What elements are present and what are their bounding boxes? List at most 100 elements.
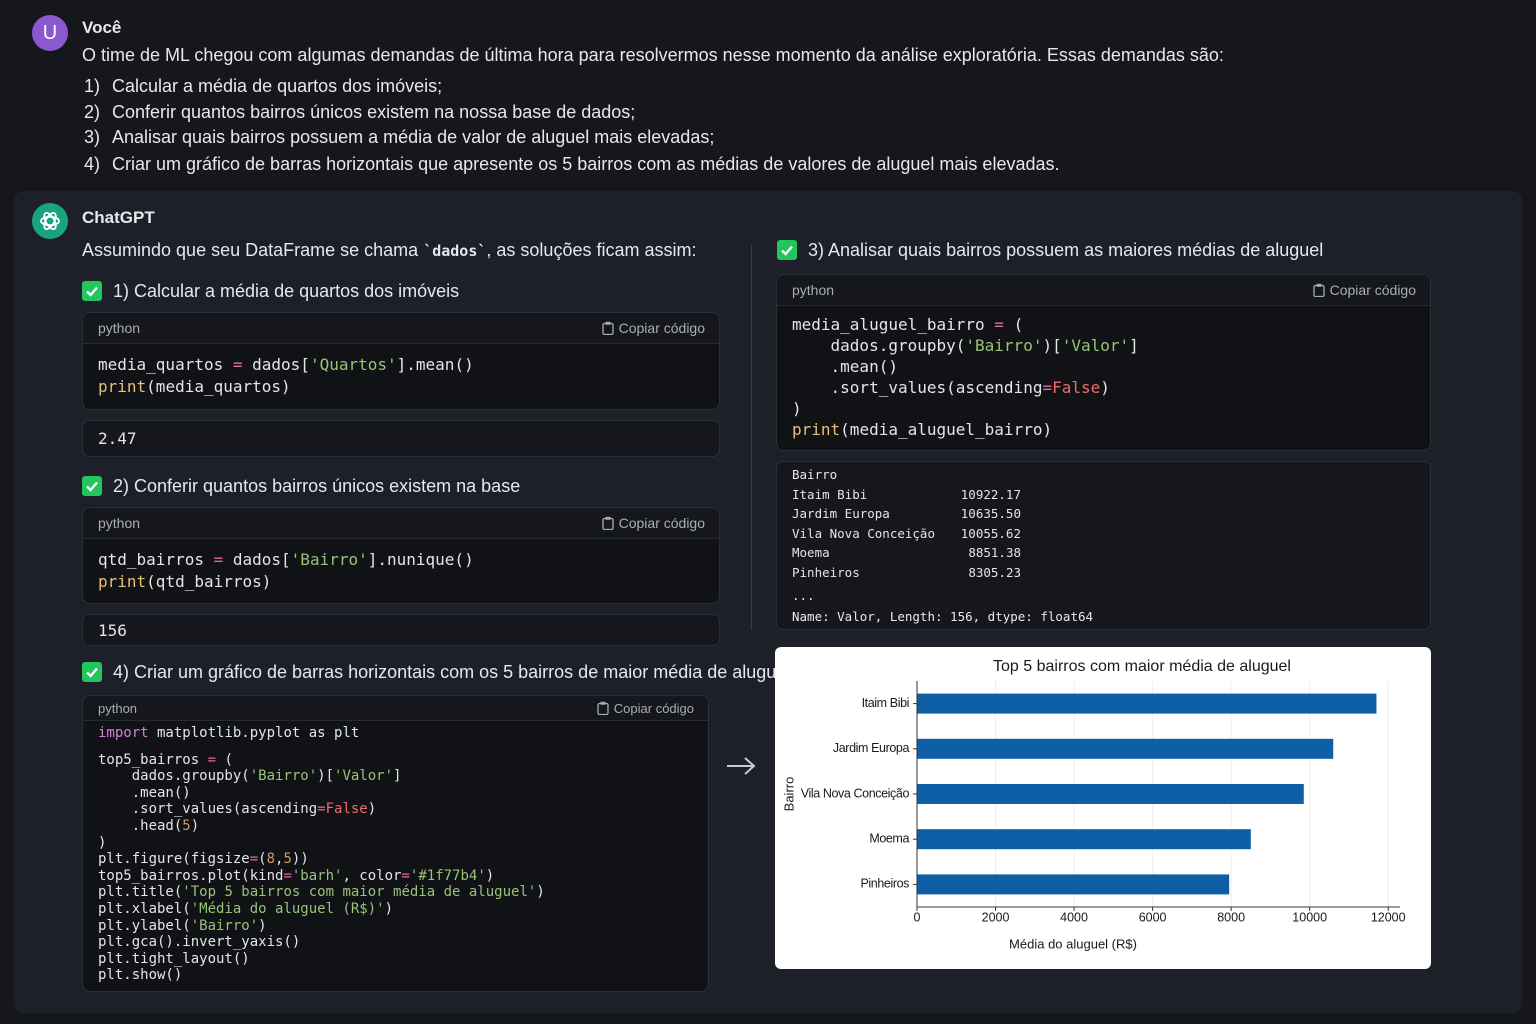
checkbox <box>82 476 102 496</box>
x-tick-label: 0 <box>914 910 921 924</box>
chart-title: Top 5 bairros com maior média de aluguel <box>993 658 1291 675</box>
y-tick-label: Itaim Bibi <box>862 696 909 710</box>
output-table: Itaim Bibi 10922.17 Jardim Europa 10635.50 V… <box>792 485 1415 583</box>
section-title: 1) Calcular a média de quartos dos imóve… <box>113 281 460 301</box>
code-header: python Copiar código <box>83 696 708 721</box>
code-paragraph: media_quartos = dados['Quartos'].mean() p… <box>98 354 704 398</box>
code-line: .sort_values(ascending=False) <box>98 801 377 818</box>
assistant-logo <box>32 203 68 239</box>
intro-text: Assumindo que seu DataFrame se chama <box>82 240 419 260</box>
code-line: .mean() <box>792 357 898 376</box>
output-text: 2.47 <box>98 429 137 448</box>
code-line: media_quartos = dados['Quartos'].mean() <box>98 355 474 374</box>
code-line: plt.title('Top 5 bairros com maior média… <box>98 884 545 901</box>
output-name: Moema <box>792 545 830 561</box>
code-language: python <box>98 320 141 336</box>
output-box: 2.47 <box>82 420 720 457</box>
bar <box>917 874 1230 895</box>
output-box: Bairro Itaim Bibi 10922.17 Jardim Europa 106… <box>776 461 1431 630</box>
code-body: media_aluguel_bairro = ( dados.groupby('… <box>777 306 1430 450</box>
code-line: plt.xlabel('Média do aluguel (R$)') <box>98 900 394 917</box>
output-value: 8305.23 <box>968 564 1021 580</box>
user-message: O time de ML chegou com algumas demandas… <box>82 45 1224 65</box>
output-name: Jardim Europa <box>792 506 890 522</box>
output-value: 10922.17 <box>960 486 1021 502</box>
chart-panel: Top 5 bairros com maior média de aluguel… <box>775 647 1431 969</box>
assistant-intro: Assumindo que seu DataFrame se chama `da… <box>82 239 696 262</box>
code-line: plt.ylabel('Bairro') <box>98 917 267 934</box>
copy-label: Copiar código <box>613 700 694 716</box>
item-number: 3) <box>84 127 101 147</box>
code-paragraph: qtd_bairros = dados['Bairro'].nunique() p… <box>98 549 704 593</box>
code-language: python <box>98 515 141 531</box>
user-avatar: U <box>32 15 68 51</box>
arrow <box>727 757 756 775</box>
code-line: plt.gca().invert_yaxis() <box>98 934 301 951</box>
copy-button[interactable]: Copiar código <box>601 320 705 336</box>
code-line: top5_bairros = ( <box>98 751 233 768</box>
code-line: top5_bairros.plot(kind='barh', color='#1… <box>98 867 495 884</box>
code-header: python Copiar código <box>777 275 1430 306</box>
section-title: 3) Analisar quais bairros possuem as mai… <box>808 240 1324 260</box>
copy-button[interactable]: Copiar código <box>597 701 694 716</box>
item-number: 4) <box>84 154 101 174</box>
section-title: 4) Criar um gráfico de barras horizontai… <box>113 662 791 682</box>
item-text: Calcular a média de quartos dos imóveis; <box>112 76 443 96</box>
copy-icon <box>601 516 614 530</box>
code-line: print(media_aluguel_bairro) <box>792 420 1053 439</box>
copy-icon <box>1312 283 1325 297</box>
output-text: 156 <box>98 620 127 640</box>
copy-icon <box>601 321 614 335</box>
x-tick-label: 4000 <box>1060 910 1088 924</box>
code-line: .sort_values(ascending=False) <box>792 378 1110 397</box>
code-language: python <box>792 282 835 298</box>
code-line: print(qtd_bairros) <box>98 572 272 591</box>
bar <box>917 784 1304 804</box>
output-name: Itaim Bibi <box>792 486 868 502</box>
checkbox <box>82 662 102 682</box>
y-tick-label: Pinheiros <box>860 877 909 891</box>
intro-end: , as soluções ficam assim: <box>486 240 697 260</box>
bar <box>917 738 1334 759</box>
y-tick-label: Vila Nova Conceição <box>801 786 910 800</box>
code-body: media_quartos = dados['Quartos'].mean() p… <box>83 344 719 408</box>
code-body: qtd_bairros = dados['Bairro'].nunique() p… <box>83 539 719 603</box>
y-tick-label: Moema <box>869 831 909 845</box>
bar <box>917 693 1377 714</box>
copy-label: Copiar código <box>1329 282 1416 298</box>
code-line: plt.tight_layout() <box>98 950 250 967</box>
copy-label: Copiar código <box>618 320 705 336</box>
x-tick-label: 6000 <box>1139 910 1167 924</box>
x-tick-label: 10000 <box>1292 910 1327 924</box>
code-block: python Copiar código qtd_bairros = dados['… <box>82 507 720 604</box>
code-line: .mean() <box>98 784 191 801</box>
code-line: dados.groupby('Bairro')['Valor'] <box>98 768 402 785</box>
assistant-name: ChatGPT <box>82 208 155 227</box>
code-paragraph: media_aluguel_bairro = ( dados.groupby('… <box>792 314 1415 440</box>
output-header: Bairro <box>792 467 838 482</box>
item-number: 1) <box>84 76 101 96</box>
output-name: Vila Nova Conceição <box>792 525 935 541</box>
item-text: Criar um gráfico de barras horizontais q… <box>112 154 1060 174</box>
output-box: 156 <box>82 614 720 646</box>
code-line: ) <box>98 834 107 851</box>
x-axis-label: Média do aluguel (R$) <box>1009 936 1137 951</box>
output-value: 10635.50 <box>960 506 1021 522</box>
code-line: .head(5) <box>98 817 200 834</box>
copy-button[interactable]: Copiar código <box>601 515 705 531</box>
code-line: qtd_bairros = dados['Bairro'].nunique() <box>98 550 474 569</box>
code-body: import matplotlib.pyplot as plt top5_bair… <box>83 721 708 991</box>
chart: Top 5 bairros com maior média de aluguel… <box>781 658 1405 951</box>
code-line: ) <box>792 399 802 418</box>
copy-button[interactable]: Copiar código <box>1312 282 1416 298</box>
code-line: import matplotlib.pyplot as plt <box>98 725 360 741</box>
code-header: python Copiar código <box>83 313 719 344</box>
copy-icon <box>597 701 609 715</box>
code-line: print(media_quartos) <box>98 377 291 396</box>
bar <box>917 829 1251 850</box>
intro-code: `dados` <box>423 242 487 260</box>
section-title: 2) Conferir quantos bairros únicos exist… <box>113 476 521 496</box>
checkbox <box>777 240 797 260</box>
x-tick-label: 8000 <box>1217 910 1245 924</box>
